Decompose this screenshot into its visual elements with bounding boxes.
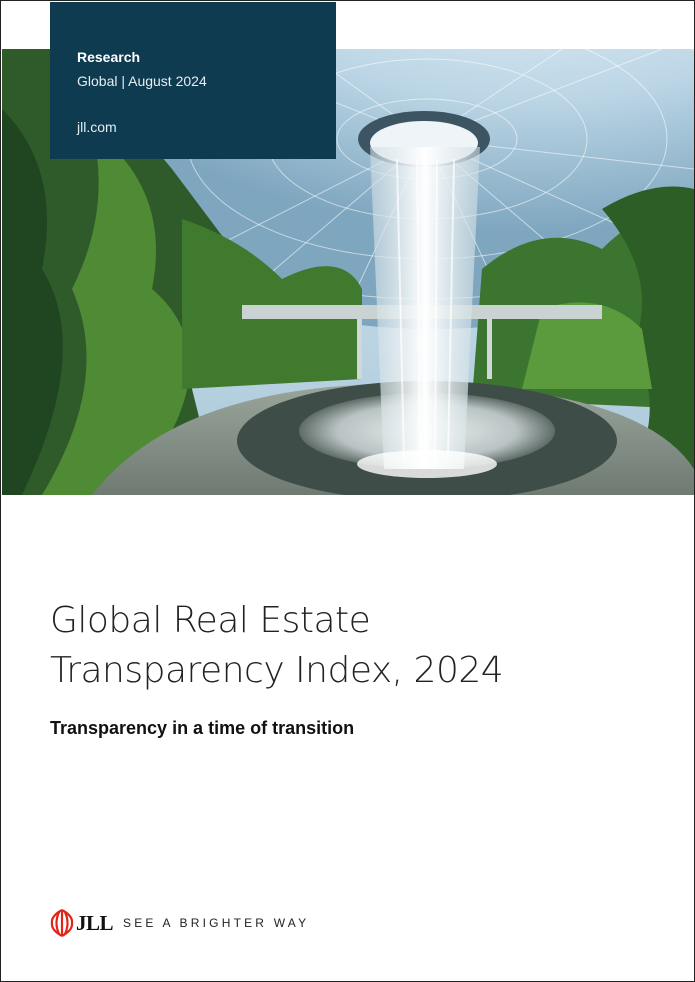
hero-image	[2, 49, 694, 495]
section-label: Research	[77, 49, 141, 65]
report-title-line-1: Global Real Estate	[50, 600, 371, 641]
website-link[interactable]: jll.com	[77, 119, 117, 135]
brand-tagline: SEE A BRIGHTER WAY	[123, 916, 310, 930]
report-subtitle: Transparency in a time of transition	[50, 718, 355, 738]
report-title-line-2: Transparency Index, 2024	[50, 650, 504, 691]
jll-logo-icon	[50, 909, 74, 937]
research-header-tab: Research Global | August 2024 jll.com	[50, 2, 336, 159]
report-title: Global Real Estate Transparency Index, 2…	[50, 596, 650, 696]
region-date-label: Global | August 2024	[77, 73, 207, 89]
jll-logo-text: JLL	[76, 911, 114, 935]
indoor-waterfall-photo-icon	[2, 49, 694, 495]
